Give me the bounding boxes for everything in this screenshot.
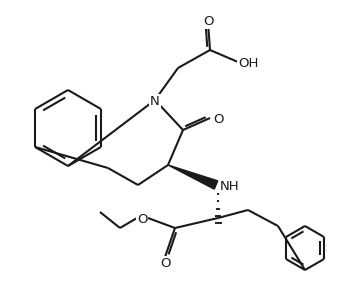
Text: O: O xyxy=(160,257,170,270)
Text: O: O xyxy=(203,15,213,28)
Text: NH: NH xyxy=(220,180,240,193)
Text: O: O xyxy=(213,113,223,126)
Text: N: N xyxy=(150,95,160,108)
Text: OH: OH xyxy=(238,57,258,70)
Polygon shape xyxy=(168,165,218,189)
Text: O: O xyxy=(137,213,147,226)
